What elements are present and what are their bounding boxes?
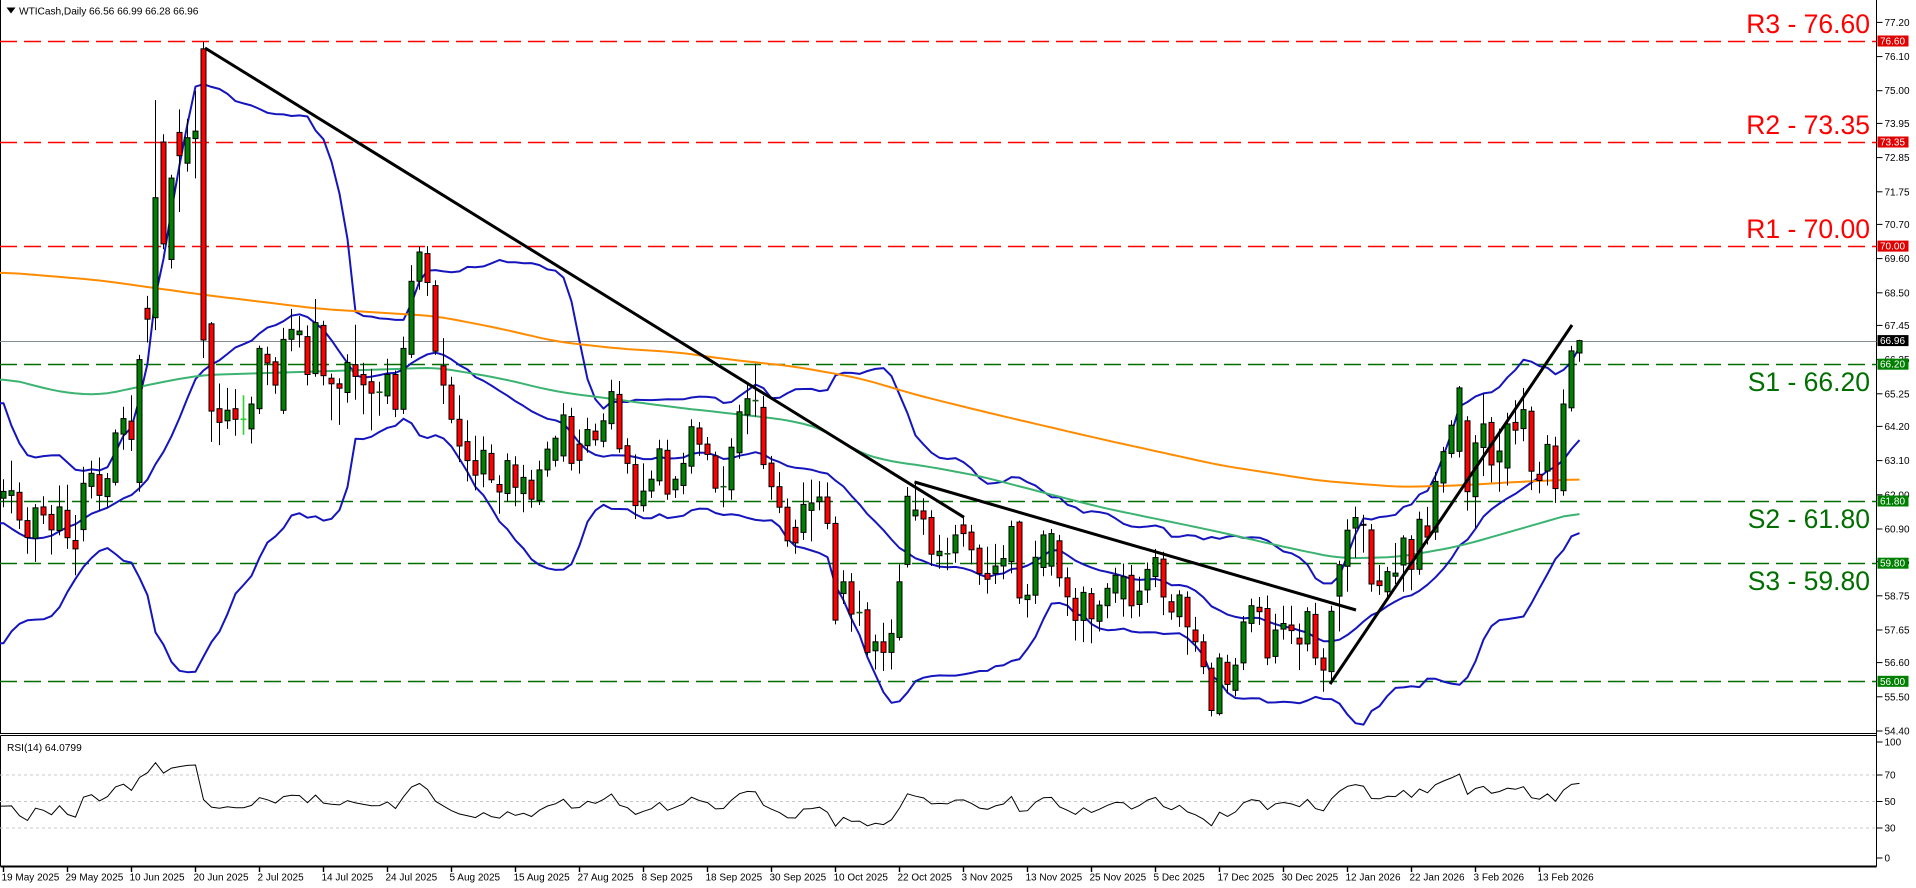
svg-text:69.60: 69.60 <box>1885 254 1910 265</box>
svg-text:70: 70 <box>1885 771 1897 782</box>
svg-text:5 Aug 2025: 5 Aug 2025 <box>450 873 501 884</box>
svg-text:S2 - 61.80: S2 - 61.80 <box>1748 504 1870 534</box>
svg-text:R2 - 73.35: R2 - 73.35 <box>1746 110 1870 140</box>
svg-text:WTICash,Daily 66.56 66.99 66.: WTICash,Daily 66.56 66.99 66.28 66.96 <box>19 7 199 18</box>
svg-text:3 Feb 2026: 3 Feb 2026 <box>1474 873 1525 884</box>
svg-text:22 Jan 2026: 22 Jan 2026 <box>1410 873 1465 884</box>
svg-text:27 Aug 2025: 27 Aug 2025 <box>578 873 635 884</box>
svg-text:15 Aug 2025: 15 Aug 2025 <box>514 873 571 884</box>
svg-text:56.60: 56.60 <box>1885 658 1910 669</box>
svg-text:73.35: 73.35 <box>1880 138 1905 149</box>
svg-text:63.10: 63.10 <box>1885 456 1910 467</box>
svg-text:30 Dec 2025: 30 Dec 2025 <box>1282 873 1339 884</box>
svg-text:25 Nov 2025: 25 Nov 2025 <box>1090 873 1147 884</box>
svg-text:73.95: 73.95 <box>1885 119 1910 130</box>
svg-text:71.75: 71.75 <box>1885 187 1910 198</box>
svg-text:68.50: 68.50 <box>1885 288 1910 299</box>
svg-text:S1 - 66.20: S1 - 66.20 <box>1748 367 1870 397</box>
svg-text:24 Jul 2025: 24 Jul 2025 <box>386 873 438 884</box>
svg-text:30: 30 <box>1885 824 1897 835</box>
svg-text:65.25: 65.25 <box>1885 389 1910 400</box>
svg-text:R1 - 70.00: R1 - 70.00 <box>1746 214 1870 244</box>
svg-text:17 Dec 2025: 17 Dec 2025 <box>1218 873 1275 884</box>
svg-text:54.40: 54.40 <box>1885 727 1910 738</box>
svg-text:61.80: 61.80 <box>1880 497 1905 508</box>
svg-text:72.85: 72.85 <box>1885 153 1910 164</box>
svg-text:29 May 2025: 29 May 2025 <box>66 873 124 884</box>
svg-text:66.96: 66.96 <box>1880 336 1905 347</box>
svg-text:57.65: 57.65 <box>1885 626 1910 637</box>
svg-text:30 Sep 2025: 30 Sep 2025 <box>770 873 827 884</box>
svg-text:67.45: 67.45 <box>1885 321 1910 332</box>
svg-text:18 Sep 2025: 18 Sep 2025 <box>706 873 763 884</box>
svg-text:20 Jun 2025: 20 Jun 2025 <box>194 873 249 884</box>
svg-text:60.90: 60.90 <box>1885 525 1910 536</box>
svg-text:75.00: 75.00 <box>1885 86 1910 97</box>
svg-text:RSI(14) 64.0799: RSI(14) 64.0799 <box>7 743 82 754</box>
svg-text:58.75: 58.75 <box>1885 591 1910 602</box>
svg-text:22 Oct 2025: 22 Oct 2025 <box>898 873 953 884</box>
svg-text:2 Jul 2025: 2 Jul 2025 <box>258 873 305 884</box>
svg-text:3 Nov 2025: 3 Nov 2025 <box>962 873 1014 884</box>
svg-text:8 Sep 2025: 8 Sep 2025 <box>642 873 694 884</box>
svg-text:70.70: 70.70 <box>1885 220 1910 231</box>
svg-text:0: 0 <box>1885 854 1891 865</box>
svg-text:76.10: 76.10 <box>1885 52 1910 63</box>
svg-text:76.60: 76.60 <box>1880 37 1905 48</box>
svg-text:12 Jan 2026: 12 Jan 2026 <box>1346 873 1401 884</box>
svg-text:64.20: 64.20 <box>1885 422 1910 433</box>
svg-text:56.00: 56.00 <box>1880 677 1905 688</box>
svg-text:13 Feb 2026: 13 Feb 2026 <box>1538 873 1595 884</box>
svg-text:66.20: 66.20 <box>1880 360 1905 371</box>
svg-text:10 Oct 2025: 10 Oct 2025 <box>834 873 889 884</box>
svg-text:50: 50 <box>1885 797 1897 808</box>
svg-text:S3 - 59.80: S3 - 59.80 <box>1748 566 1870 596</box>
svg-text:55.50: 55.50 <box>1885 692 1910 703</box>
svg-text:59.80: 59.80 <box>1880 559 1905 570</box>
svg-text:5 Dec 2025: 5 Dec 2025 <box>1154 873 1206 884</box>
svg-text:77.20: 77.20 <box>1885 18 1910 29</box>
svg-text:100: 100 <box>1885 738 1902 749</box>
svg-text:13 Nov 2025: 13 Nov 2025 <box>1026 873 1083 884</box>
svg-text:70.00: 70.00 <box>1880 242 1905 253</box>
svg-text:R3 - 76.60: R3 - 76.60 <box>1746 9 1870 39</box>
svg-text:10 Jun 2025: 10 Jun 2025 <box>130 873 185 884</box>
svg-text:19 May 2025: 19 May 2025 <box>2 873 60 884</box>
svg-text:14 Jul 2025: 14 Jul 2025 <box>322 873 374 884</box>
